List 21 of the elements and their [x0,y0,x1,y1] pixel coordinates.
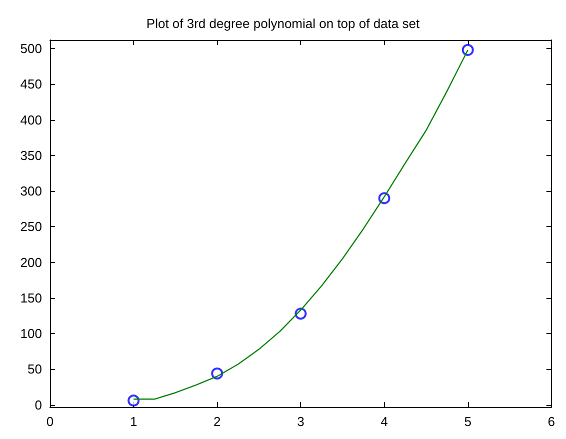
y-tick-label: 300 [20,184,42,199]
x-tick-label: 3 [297,414,304,429]
x-tick-label: 4 [380,414,388,429]
y-tick-label: 150 [20,290,42,306]
y-tick-label: 350 [20,148,42,163]
chart-title: Plot of 3rd degree polynomial on top of data set [146,16,420,31]
x-tick-label: 2 [214,414,221,429]
y-tick-label: 250 [20,219,42,234]
x-tick-label: 5 [464,414,472,429]
y-tick-label: 450 [20,76,42,92]
y-tick-label: 50 [28,362,42,377]
point [128,394,140,407]
y-tick-label: 0 [34,397,42,412]
y-tick-label: 400 [20,112,42,128]
point [462,44,474,56]
x-tick-label: 6 [548,414,555,429]
y-tick-label: 500 [20,41,42,56]
y-tick-label: 100 [20,326,42,342]
x-tick-label: 0 [46,414,54,429]
y-tick-label: 200 [20,254,42,270]
x-tick-label: 1 [130,414,138,429]
